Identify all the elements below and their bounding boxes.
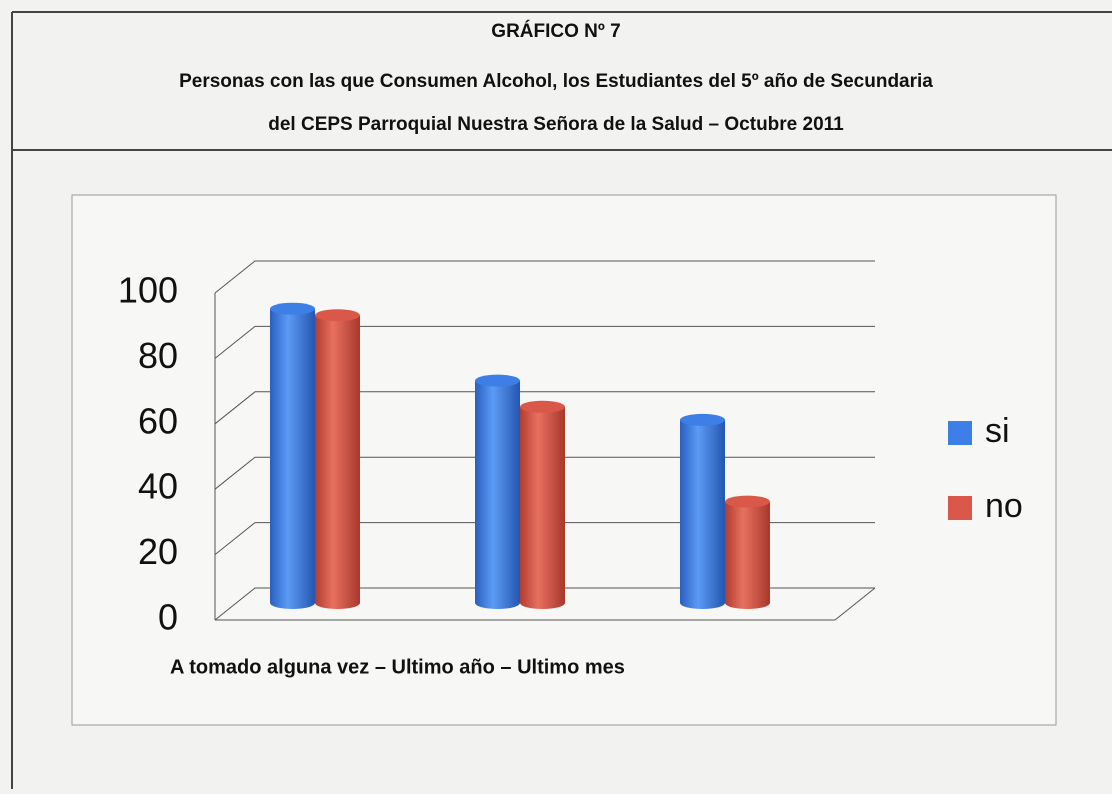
legend-swatch: [948, 421, 972, 445]
bar-top: [725, 495, 770, 508]
grid-line: [214, 587, 875, 621]
x-axis-label: A tomado alguna vez – Ultimo año – Ultim…: [170, 656, 625, 678]
legend-swatch: [948, 496, 972, 520]
bar-top: [475, 374, 520, 387]
legend-label: si: [985, 412, 1010, 450]
grid-line: [214, 260, 875, 294]
grid-line: [214, 391, 875, 425]
chart-subtitle: del CEPS Parroquial Nuestra Señora de la…: [268, 114, 844, 135]
bar-bottom: [520, 597, 565, 609]
y-tick-label: 20: [138, 531, 178, 572]
grid-line: [214, 325, 875, 359]
bar-bottom: [475, 597, 520, 609]
bar: [520, 406, 565, 603]
bar-bottom: [270, 597, 315, 609]
grid-line: [214, 456, 875, 490]
bar-top: [520, 400, 565, 413]
bar-top: [315, 309, 360, 322]
bar-bottom: [680, 597, 725, 609]
legend-label: no: [985, 487, 1023, 525]
bar: [475, 380, 520, 603]
y-tick-label: 100: [118, 270, 178, 311]
chart-title: GRÁFICO Nº 7: [491, 20, 620, 42]
y-tick-label: 80: [138, 335, 178, 376]
bar: [315, 315, 360, 603]
bar: [680, 419, 725, 603]
floor: [834, 587, 876, 621]
grid-line: [214, 522, 875, 555]
bar-bottom: [725, 597, 770, 609]
y-tick-label: 60: [138, 400, 178, 441]
chart-subtitle: Personas con las que Consumen Alcohol, l…: [179, 71, 933, 92]
bar-bottom: [315, 597, 360, 609]
bar: [270, 308, 315, 603]
bar-top: [270, 302, 315, 315]
y-tick-label: 40: [138, 466, 178, 507]
bar-top: [680, 413, 725, 426]
y-tick-label: 0: [158, 597, 178, 638]
bar: [725, 501, 770, 603]
